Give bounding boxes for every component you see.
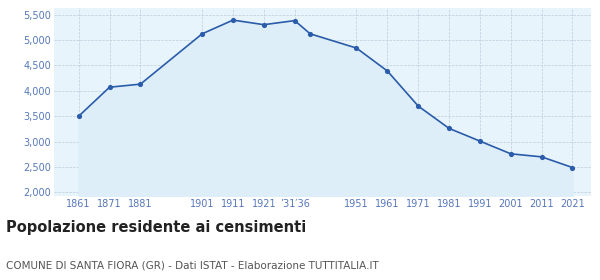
Point <box>259 22 269 27</box>
Point <box>475 139 485 143</box>
Point <box>290 18 299 23</box>
Text: COMUNE DI SANTA FIORA (GR) - Dati ISTAT - Elaborazione TUTTITALIA.IT: COMUNE DI SANTA FIORA (GR) - Dati ISTAT … <box>6 261 379 271</box>
Point <box>352 46 361 50</box>
Point <box>228 18 238 22</box>
Point <box>305 32 315 36</box>
Point <box>506 151 515 156</box>
Point <box>568 165 577 170</box>
Point <box>136 82 145 87</box>
Point <box>444 126 454 131</box>
Point <box>413 104 423 108</box>
Point <box>537 155 547 159</box>
Point <box>383 69 392 73</box>
Point <box>74 114 83 118</box>
Text: Popolazione residente ai censimenti: Popolazione residente ai censimenti <box>6 220 306 235</box>
Point <box>105 85 115 89</box>
Point <box>197 32 207 36</box>
